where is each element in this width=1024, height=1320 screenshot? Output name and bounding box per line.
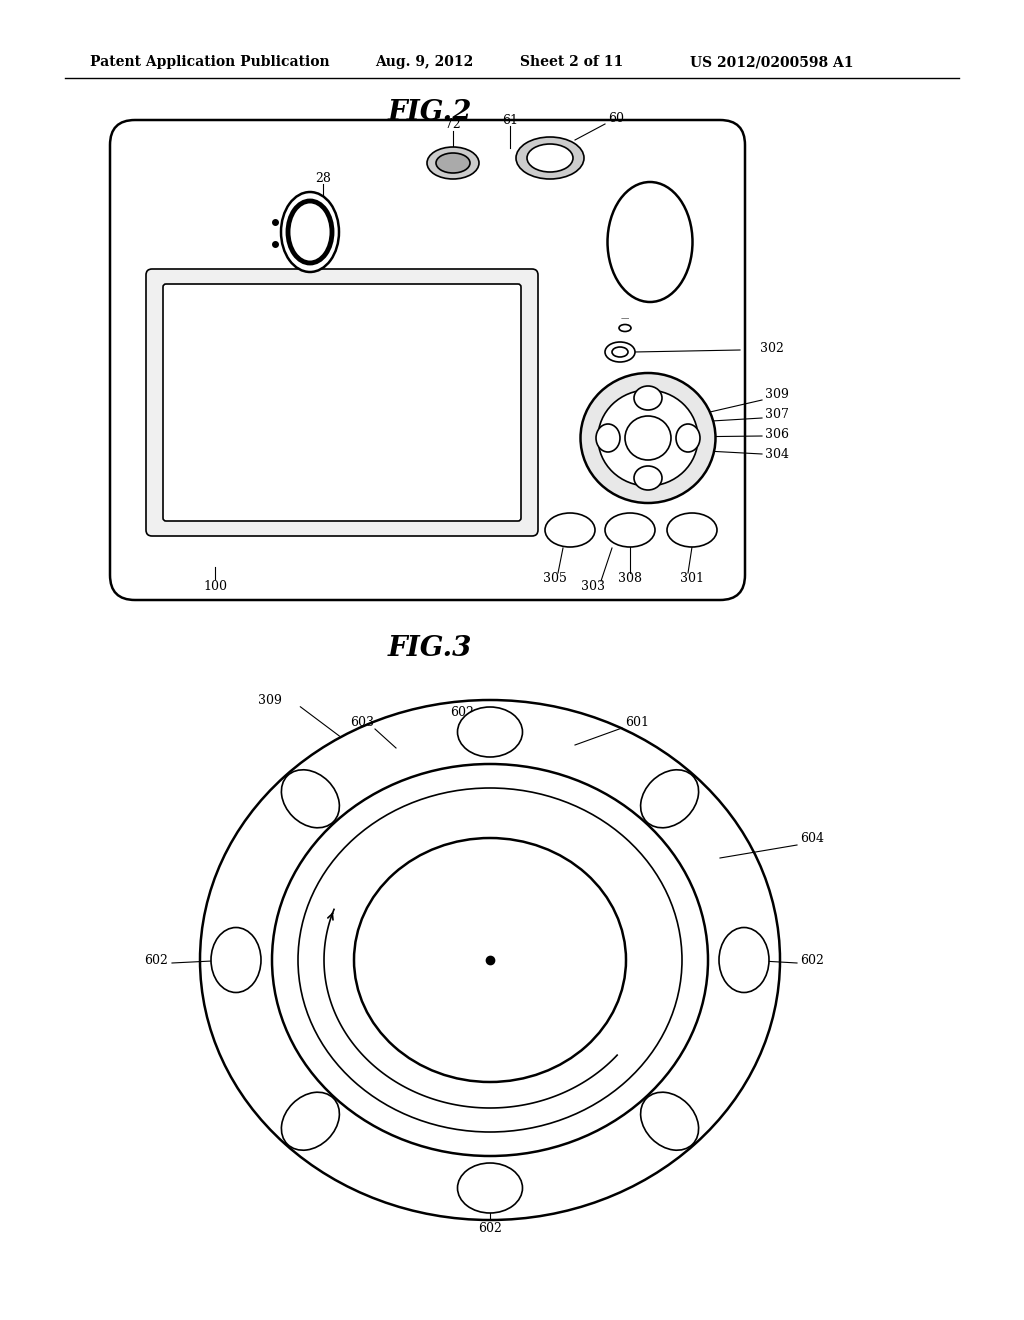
FancyBboxPatch shape bbox=[163, 284, 521, 521]
Text: 305: 305 bbox=[543, 572, 567, 585]
Ellipse shape bbox=[618, 325, 631, 331]
Ellipse shape bbox=[641, 770, 698, 828]
Text: FIG.2: FIG.2 bbox=[388, 99, 472, 127]
Text: 306: 306 bbox=[765, 429, 790, 441]
Ellipse shape bbox=[288, 201, 332, 263]
Text: 72: 72 bbox=[445, 119, 461, 132]
Text: 604: 604 bbox=[800, 832, 824, 845]
Ellipse shape bbox=[272, 764, 708, 1156]
Text: 308: 308 bbox=[618, 572, 642, 585]
Ellipse shape bbox=[634, 466, 662, 490]
Ellipse shape bbox=[596, 424, 620, 451]
Text: 602: 602 bbox=[478, 1221, 502, 1234]
Ellipse shape bbox=[598, 389, 698, 486]
Ellipse shape bbox=[527, 144, 573, 172]
Ellipse shape bbox=[200, 700, 780, 1220]
Text: 304: 304 bbox=[765, 449, 790, 462]
Ellipse shape bbox=[516, 137, 584, 180]
Ellipse shape bbox=[458, 1163, 522, 1213]
Text: 603: 603 bbox=[350, 715, 374, 729]
Text: Sheet 2 of 11: Sheet 2 of 11 bbox=[520, 55, 624, 69]
Ellipse shape bbox=[607, 182, 692, 302]
Text: FIG.3: FIG.3 bbox=[388, 635, 472, 661]
Ellipse shape bbox=[634, 385, 662, 411]
Ellipse shape bbox=[282, 770, 339, 828]
Ellipse shape bbox=[581, 374, 716, 503]
Ellipse shape bbox=[605, 513, 655, 546]
Text: —: — bbox=[621, 314, 629, 322]
Ellipse shape bbox=[211, 928, 261, 993]
Text: 602: 602 bbox=[451, 705, 474, 718]
Text: Aug. 9, 2012: Aug. 9, 2012 bbox=[375, 55, 473, 69]
Text: Patent Application Publication: Patent Application Publication bbox=[90, 55, 330, 69]
Text: 307: 307 bbox=[765, 408, 788, 421]
Ellipse shape bbox=[667, 513, 717, 546]
Text: 303: 303 bbox=[581, 579, 605, 593]
Text: 601: 601 bbox=[625, 715, 649, 729]
Ellipse shape bbox=[354, 838, 626, 1082]
FancyBboxPatch shape bbox=[146, 269, 538, 536]
Text: 301: 301 bbox=[680, 572, 705, 585]
Ellipse shape bbox=[281, 191, 339, 272]
Ellipse shape bbox=[436, 153, 470, 173]
Text: 60: 60 bbox=[608, 111, 624, 124]
Ellipse shape bbox=[458, 708, 522, 756]
Text: 61: 61 bbox=[502, 114, 518, 127]
Text: 309: 309 bbox=[765, 388, 788, 401]
Text: 28: 28 bbox=[315, 172, 331, 185]
Ellipse shape bbox=[641, 1092, 698, 1150]
Ellipse shape bbox=[676, 424, 700, 451]
Ellipse shape bbox=[282, 1092, 339, 1150]
Ellipse shape bbox=[605, 342, 635, 362]
FancyBboxPatch shape bbox=[110, 120, 745, 601]
Ellipse shape bbox=[625, 416, 671, 459]
Text: 602: 602 bbox=[144, 953, 168, 966]
Ellipse shape bbox=[427, 147, 479, 180]
Text: 602: 602 bbox=[800, 953, 824, 966]
Text: 100: 100 bbox=[203, 579, 227, 593]
Text: 302: 302 bbox=[760, 342, 784, 355]
Ellipse shape bbox=[612, 347, 628, 356]
Text: 309: 309 bbox=[258, 693, 282, 706]
Text: US 2012/0200598 A1: US 2012/0200598 A1 bbox=[690, 55, 853, 69]
Ellipse shape bbox=[719, 928, 769, 993]
Ellipse shape bbox=[298, 788, 682, 1133]
Ellipse shape bbox=[545, 513, 595, 546]
